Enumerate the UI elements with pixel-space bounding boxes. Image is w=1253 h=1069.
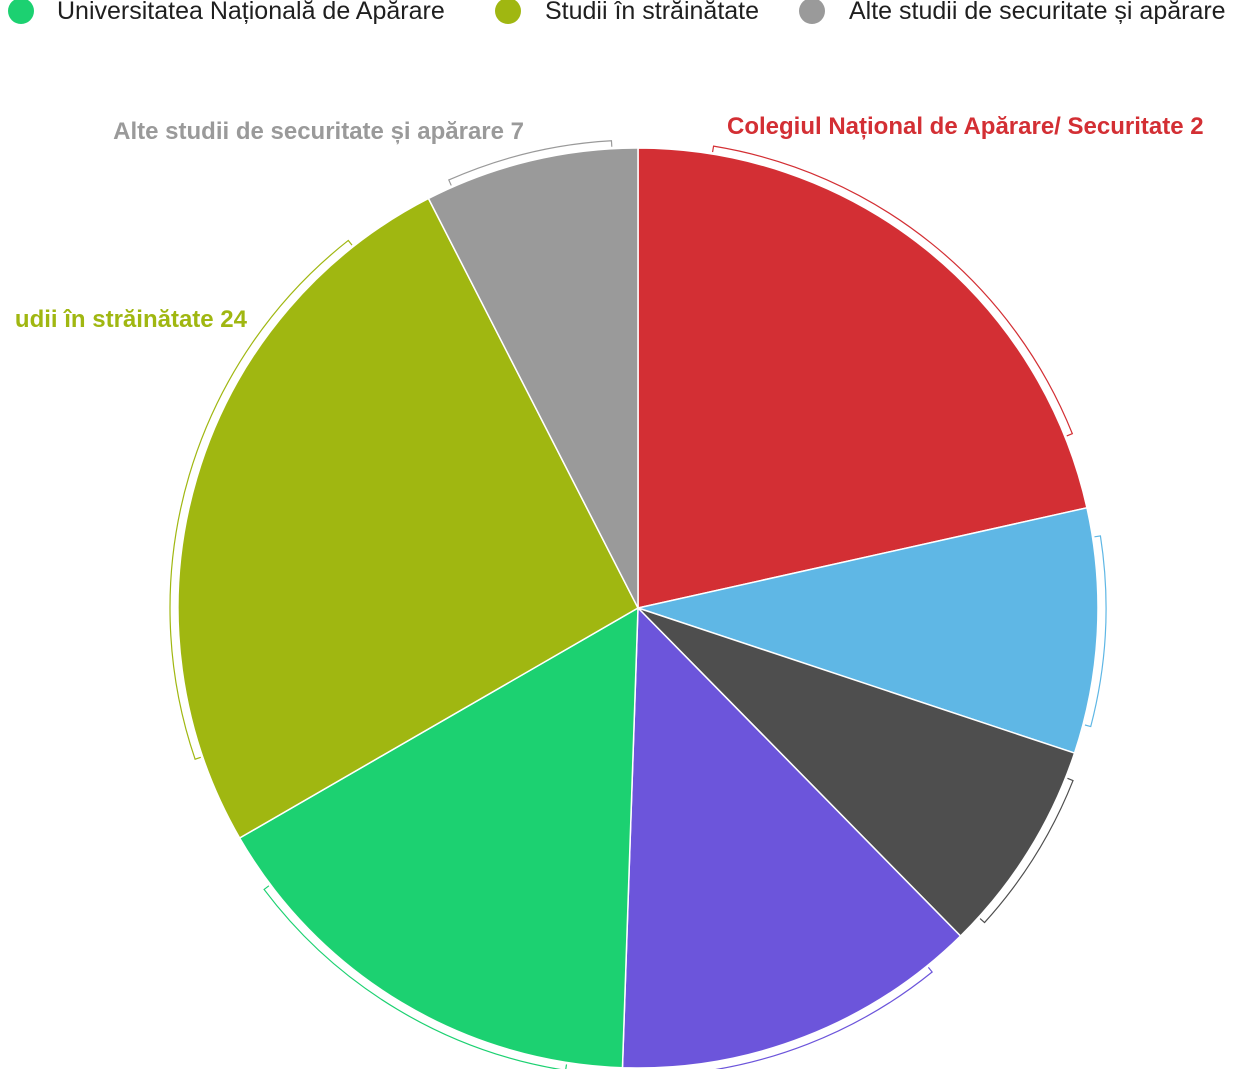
legend: Universitatea Națională de Apărare Studii… [8,0,1226,25]
slice-label: udii în străinătate 24 [15,306,248,333]
pie-slices [177,147,1099,1069]
slice-leader [448,140,613,186]
pie-slice [621,606,962,1069]
legend-label: Alte studii de securitate și apărare [849,0,1226,25]
pie-slice [238,606,639,1069]
slice-leader [979,777,1074,924]
pie-slice [637,147,1088,609]
legend-marker [8,0,34,24]
legend-label: Universitatea Națională de Apărare [57,0,445,25]
slice-leader [711,145,1074,437]
slice-label: Colegiul Național de Apărare/ Securitate… [727,113,1204,140]
slice-label: Alte studii de securitate și apărare 7 [113,118,524,145]
slice-labels: Colegiul Național de Apărare/ Securitate… [15,113,1204,333]
legend-label: Studii în străinătate [545,0,759,25]
pie-slice [177,197,639,840]
slice-leader [169,239,353,760]
slice-leader [1084,535,1107,728]
slice-leader [714,966,933,1069]
leader-lines [169,140,1107,1069]
legend-marker [799,0,825,24]
pie-slice [637,607,1076,938]
pie-slice [635,506,1099,755]
slice-leader [263,885,568,1069]
legend-marker [495,0,521,24]
pie-slice [427,147,639,609]
